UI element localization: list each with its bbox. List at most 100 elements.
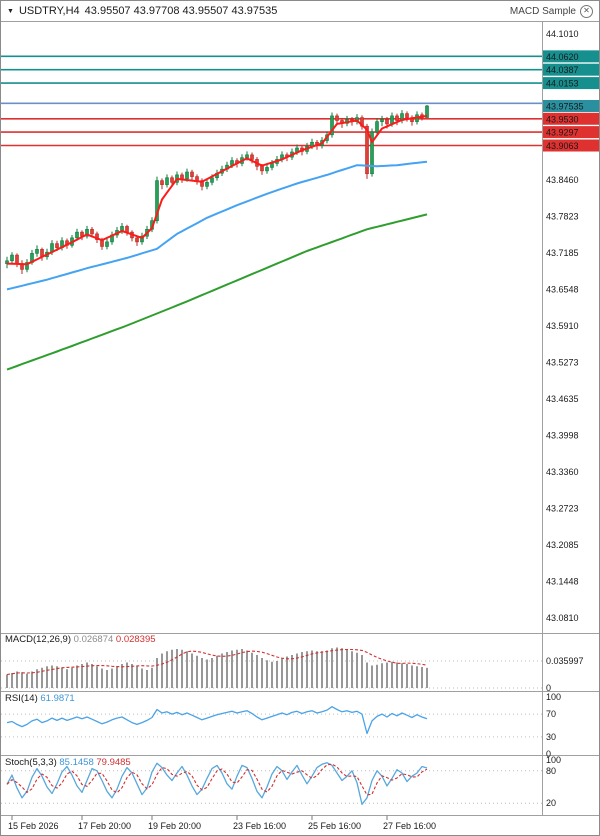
candle-body [395, 115, 399, 121]
candle-body [35, 249, 39, 254]
candle-body [120, 226, 124, 231]
price-grid-label: 43.5910 [546, 321, 579, 331]
price-grid-label: 43.4635 [546, 394, 579, 404]
candle-body [380, 119, 384, 122]
hline-price-tag [543, 112, 599, 125]
rsi-panel[interactable]: 100 70 30 0 [1, 692, 561, 759]
candle-body [265, 167, 269, 172]
candle-body [375, 121, 379, 133]
price-grid-label: 43.1448 [546, 577, 579, 587]
price-grid-label: 44.1010 [546, 29, 579, 39]
candle-body [270, 163, 274, 168]
candle-body [195, 176, 199, 181]
candles-layer[interactable] [5, 104, 429, 274]
candle-body [10, 254, 14, 262]
hline-price-tag [543, 139, 599, 152]
hline-price-tag [543, 77, 599, 90]
candle-body [25, 262, 29, 270]
stoch-axis-label: 20 [546, 798, 556, 808]
indicator-name: MACD Sample [509, 5, 576, 17]
rsi-axis-label: 30 [546, 732, 556, 742]
ma-slow-line [6, 213, 428, 371]
candle-body [245, 154, 249, 159]
current-price-label: 43.97535 [543, 99, 599, 112]
stoch-axis-label: 80 [546, 766, 556, 776]
candle-body [180, 174, 184, 180]
chart-frame [1, 21, 599, 816]
hline-price-tag-text: 43.9297 [546, 128, 579, 138]
hline-price-tag-text: 44.0620 [546, 52, 579, 62]
candle-body [85, 228, 89, 237]
price-grid-label: 43.7185 [546, 248, 579, 258]
candle-body [210, 177, 214, 183]
candle-body [370, 131, 374, 175]
rsi-line [6, 706, 428, 735]
candle-body [55, 243, 59, 248]
candle-body [15, 254, 19, 264]
hline-price-tag-text: 44.0387 [546, 65, 579, 75]
current-price-text: 43.97535 [546, 101, 584, 111]
time-label: 19 Feb 20:00 [148, 821, 201, 831]
horizontal-lines: 44.0620 44.0387 44.0153 43.9530 43.9297 43.90… [1, 50, 599, 152]
price-grid-label: 43.3360 [546, 467, 579, 477]
remove-indicator-icon[interactable]: ✕ [580, 4, 593, 18]
time-label: 27 Feb 16:00 [383, 821, 436, 831]
price-grid-label: 43.6548 [546, 285, 579, 295]
candle-body [365, 125, 369, 175]
stoch-k-line [6, 762, 428, 805]
hline-price-tag-text: 43.9063 [546, 141, 579, 151]
candle-body [140, 235, 144, 243]
macd-axis-label: 0.035997 [546, 656, 584, 666]
time-label: 15 Feb 2026 [8, 821, 59, 831]
hline-price-tag [543, 63, 599, 76]
hline-price-tag-text: 44.0153 [546, 79, 579, 89]
candle-body [185, 171, 189, 180]
candle-body [250, 154, 254, 160]
stoch-axis-label: 100 [546, 755, 561, 765]
macd-panel[interactable]: 0.035997 0 [1, 647, 584, 694]
candle-body [385, 119, 389, 125]
candle-body [165, 177, 169, 185]
symbol-dropdown-icon[interactable]: ▼ [7, 7, 14, 15]
candle-body [405, 113, 409, 118]
price-chart[interactable]: 44.1010 43.8460 43.7823 43.7185 43.6548 43.59… [1, 21, 600, 836]
price-grid-label: 43.2085 [546, 540, 579, 550]
candle-body [260, 165, 264, 172]
candle-body [160, 180, 164, 185]
candle-body [135, 237, 139, 243]
candle-body [190, 171, 194, 177]
hline-price-tag [543, 126, 599, 139]
candle-body [205, 182, 209, 187]
macd-signal-line [6, 648, 428, 676]
hline-price-tag [543, 50, 599, 63]
time-label: 17 Feb 20:00 [78, 821, 131, 831]
chart-header: ▼ USDTRY,H4 43.95507 43.97708 43.95507 4… [1, 1, 599, 21]
price-grid-label: 43.7823 [546, 212, 579, 222]
time-label: 25 Feb 16:00 [308, 821, 361, 831]
ma-fast-line [6, 114, 428, 266]
candle-body [425, 105, 429, 118]
candle-body [330, 115, 334, 136]
symbol-timeframe-label: USDTRY,H4 [18, 5, 80, 17]
time-label: 23 Feb 16:00 [233, 821, 286, 831]
candle-body [75, 231, 79, 239]
indicator-chip: MACD Sample ✕ [509, 4, 593, 18]
candle-body [200, 180, 204, 187]
candle-body [170, 177, 174, 183]
candle-body [335, 115, 339, 121]
price-grid-label: 43.2723 [546, 504, 579, 514]
ohlc-values: 43.95507 43.97708 43.95507 43.97535 [84, 5, 278, 17]
price-axis[interactable]: 44.1010 43.8460 43.7823 43.7185 43.6548 43.59… [546, 29, 579, 623]
price-grid-label: 43.0810 [546, 613, 579, 623]
price-grid-label: 43.8460 [546, 175, 579, 185]
hline-price-tag-text: 43.9530 [546, 114, 579, 124]
candle-body [90, 228, 94, 235]
stoch-d-line [6, 763, 428, 796]
price-grid-label: 43.3998 [546, 431, 579, 441]
rsi-axis-label: 0 [546, 749, 551, 759]
macd-axis-label: 0 [546, 683, 551, 693]
time-axis[interactable]: 15 Feb 2026 17 Feb 20:00 19 Feb 20:00 23 Fe… [8, 815, 436, 832]
ma-medium-line [6, 160, 428, 291]
